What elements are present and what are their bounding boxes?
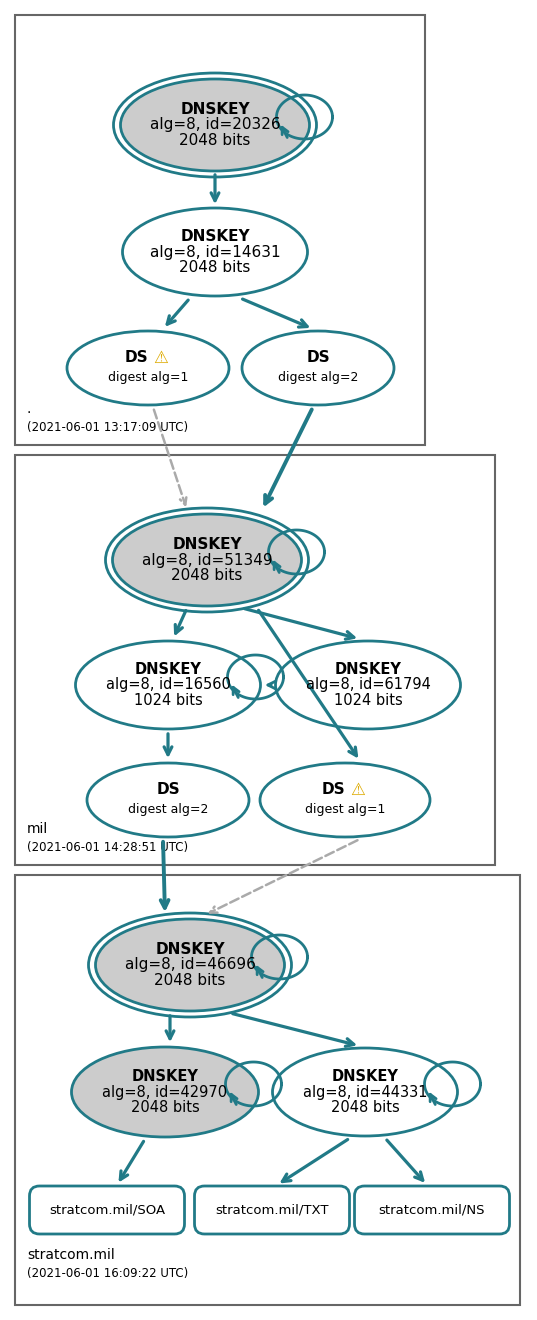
Ellipse shape: [76, 642, 260, 729]
Text: alg=8, id=14631: alg=8, id=14631: [150, 244, 280, 260]
Bar: [15, 875, 520, 1305]
Text: mil: mil: [27, 822, 48, 836]
Ellipse shape: [87, 763, 249, 837]
Text: 2048 bits: 2048 bits: [130, 1100, 199, 1114]
Text: DS: DS: [156, 783, 180, 797]
Ellipse shape: [96, 919, 285, 1011]
Ellipse shape: [71, 1047, 258, 1137]
Text: DS: DS: [124, 351, 148, 366]
Text: alg=8, id=61794: alg=8, id=61794: [306, 677, 431, 693]
Text: stratcom.mil: stratcom.mil: [27, 1247, 115, 1262]
Text: stratcom.mil/TXT: stratcom.mil/TXT: [215, 1204, 329, 1217]
Text: 1024 bits: 1024 bits: [134, 693, 202, 708]
Text: 2048 bits: 2048 bits: [179, 133, 251, 148]
Ellipse shape: [67, 331, 229, 405]
Text: ⚠: ⚠: [154, 348, 169, 367]
Text: DNSKEY: DNSKEY: [132, 1069, 199, 1084]
Ellipse shape: [275, 642, 461, 729]
Text: DS: DS: [321, 783, 345, 797]
Text: DNSKEY: DNSKEY: [172, 536, 242, 552]
FancyBboxPatch shape: [354, 1185, 510, 1234]
Text: DNSKEY: DNSKEY: [155, 941, 225, 957]
Text: alg=8, id=42970: alg=8, id=42970: [103, 1085, 228, 1100]
Text: alg=8, id=46696: alg=8, id=46696: [125, 957, 256, 973]
Text: DNSKEY: DNSKEY: [180, 102, 250, 116]
Text: (2021-06-01 16:09:22 UTC): (2021-06-01 16:09:22 UTC): [27, 1267, 188, 1280]
Text: DNSKEY: DNSKEY: [135, 663, 201, 677]
Text: 2048 bits: 2048 bits: [179, 260, 251, 276]
Text: digest alg=1: digest alg=1: [305, 804, 385, 817]
Text: stratcom.mil/SOA: stratcom.mil/SOA: [49, 1204, 165, 1217]
Text: (2021-06-01 14:28:51 UTC): (2021-06-01 14:28:51 UTC): [27, 841, 188, 854]
Text: 2048 bits: 2048 bits: [154, 973, 226, 989]
Text: 2048 bits: 2048 bits: [171, 569, 243, 583]
Text: 1024 bits: 1024 bits: [333, 693, 402, 708]
Ellipse shape: [112, 513, 301, 606]
Text: ⚠: ⚠: [351, 781, 366, 799]
Bar: [15, 455, 495, 865]
Text: 2048 bits: 2048 bits: [331, 1100, 400, 1114]
Text: DS: DS: [306, 351, 330, 366]
Ellipse shape: [242, 331, 394, 405]
Ellipse shape: [120, 79, 309, 172]
Text: (2021-06-01 13:17:09 UTC): (2021-06-01 13:17:09 UTC): [27, 421, 188, 434]
Text: alg=8, id=20326: alg=8, id=20326: [150, 117, 280, 132]
Ellipse shape: [272, 1048, 458, 1137]
Text: alg=8, id=16560: alg=8, id=16560: [106, 677, 230, 693]
Text: alg=8, id=44331: alg=8, id=44331: [303, 1085, 427, 1100]
Text: digest alg=2: digest alg=2: [128, 804, 208, 817]
Ellipse shape: [122, 209, 308, 296]
Text: .: .: [27, 403, 31, 416]
Text: DNSKEY: DNSKEY: [335, 663, 402, 677]
Text: DNSKEY: DNSKEY: [180, 228, 250, 244]
Ellipse shape: [260, 763, 430, 837]
Bar: [15, 15, 425, 445]
Text: stratcom.mil/NS: stratcom.mil/NS: [379, 1204, 485, 1217]
Text: DNSKEY: DNSKEY: [331, 1069, 398, 1084]
FancyBboxPatch shape: [194, 1185, 350, 1234]
FancyBboxPatch shape: [30, 1185, 185, 1234]
Text: digest alg=2: digest alg=2: [278, 371, 358, 384]
Text: alg=8, id=51349: alg=8, id=51349: [142, 553, 272, 568]
Text: digest alg=1: digest alg=1: [108, 371, 188, 384]
